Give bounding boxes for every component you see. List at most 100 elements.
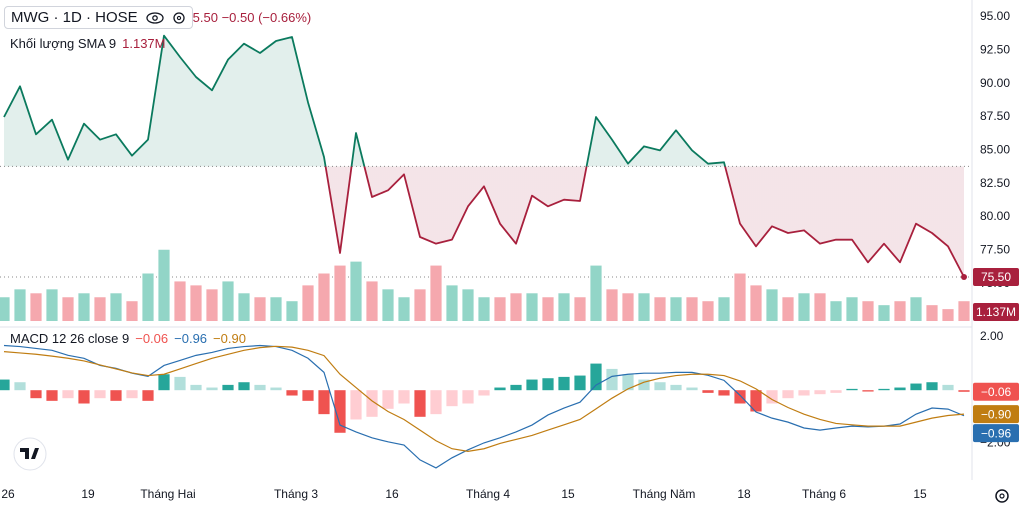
histogram-bar [590, 363, 602, 391]
volume-bar [494, 297, 506, 321]
volume-bar [510, 293, 522, 321]
baseline-area [4, 35, 964, 277]
price-line [3, 34, 965, 278]
settings-icon[interactable] [172, 11, 186, 25]
y-tick-label: 2.00 [980, 329, 1004, 343]
histogram-bar [670, 384, 682, 391]
macd-legend-value: −0.90 [213, 331, 246, 346]
volume-bar [926, 305, 938, 321]
histogram-bar [814, 390, 826, 395]
histogram-bar [142, 390, 154, 401]
volume-bar [270, 297, 282, 321]
volume-bar [750, 285, 762, 321]
histogram-bar [158, 374, 170, 391]
histogram-bar [446, 390, 458, 407]
volume-bar [702, 301, 714, 321]
histogram-bar [478, 390, 490, 396]
volume-bar [734, 273, 746, 321]
volume-title: Khối lượng SMA 9 [10, 36, 117, 51]
macd-line [3, 344, 965, 469]
histogram-bar [430, 390, 442, 415]
histogram-bar [270, 387, 282, 391]
histogram-bar [622, 374, 634, 391]
macd-legend-value: −0.96 [174, 331, 208, 346]
volume-bar [894, 301, 906, 321]
histogram-bar [526, 379, 538, 391]
x-tick-label: 15 [561, 487, 575, 501]
volume-bar [254, 297, 266, 321]
x-tick-label: Tháng 3 [274, 487, 318, 501]
volume-bar [238, 293, 250, 321]
volume-bar [782, 297, 794, 321]
volume-bar [462, 289, 474, 321]
histogram-bar [78, 390, 90, 404]
volume-bar [14, 289, 26, 321]
volume-bar [94, 297, 106, 321]
volume-bar [446, 285, 458, 321]
settings-icon[interactable] [995, 489, 1009, 503]
histogram-bar [174, 376, 186, 391]
volume-sma: 1.137M [122, 36, 166, 51]
volume-bar [638, 293, 650, 321]
volume-bar [430, 265, 442, 321]
volume-bar [142, 273, 154, 321]
volume-bar [910, 297, 922, 321]
symbol-box[interactable]: MWG · 1D · HOSE [4, 6, 193, 29]
histogram-bar [638, 379, 650, 391]
volume-bar [318, 273, 330, 321]
volume-bar [958, 301, 970, 321]
volume-bar [526, 293, 538, 321]
histogram-bar [238, 382, 250, 391]
quote: 5.50 −0.50 (−0.66%) [192, 10, 312, 25]
histogram-bar [958, 390, 970, 392]
volume-bar [110, 293, 122, 321]
histogram-bar [414, 390, 426, 417]
histogram-bar [126, 390, 138, 399]
histogram-bar [862, 390, 874, 392]
y-tick-label: 87.50 [980, 109, 1010, 123]
histogram-bar [302, 390, 314, 401]
volume-bar [766, 289, 778, 321]
eye-icon[interactable] [146, 11, 164, 24]
histogram-bar [942, 384, 954, 391]
x-tick-label: Tháng 6 [802, 487, 846, 501]
volume-bar [398, 297, 410, 321]
volume-bar [334, 265, 346, 321]
histogram-bar [894, 387, 906, 391]
volume-bar [590, 265, 602, 321]
y-tick-label: 80.00 [980, 209, 1010, 223]
histogram-bar [766, 390, 778, 404]
volume-bar [30, 293, 42, 321]
x-tick-label: Tháng Hai [140, 487, 195, 501]
histogram-bar [558, 376, 570, 391]
volume-bar [718, 297, 730, 321]
volume-bar [382, 289, 394, 321]
histogram-bar [846, 388, 858, 391]
histogram-bar [462, 390, 474, 404]
volume-bar [878, 305, 890, 321]
histogram-bar [734, 390, 746, 404]
histogram-bar [542, 378, 554, 391]
price-badge: 75.50 [981, 270, 1011, 284]
x-tick-label: 26 [1, 487, 15, 501]
x-tick-label: 15 [913, 487, 927, 501]
volume-bar [814, 293, 826, 321]
x-tick-label: 19 [81, 487, 95, 501]
histogram-bar [686, 387, 698, 391]
volume-bar [350, 261, 362, 321]
macd-badge: −0.06 [981, 385, 1012, 399]
header: MWG · 1D · HOSE 5.50 −0.50 (−0.66%) [4, 6, 311, 29]
volume-bar [190, 285, 202, 321]
volume-bar [222, 281, 234, 321]
y-tick-label: 85.00 [980, 143, 1010, 157]
volume-bar [846, 297, 858, 321]
histogram-bar [206, 387, 218, 391]
volume-bar [478, 297, 490, 321]
macd-badge-bg [973, 382, 1019, 401]
volume-bar [206, 289, 218, 321]
histogram-bar [62, 390, 74, 399]
histogram-bar [382, 390, 394, 409]
macd-badge-bg [973, 424, 1019, 443]
histogram-bar [286, 390, 298, 396]
